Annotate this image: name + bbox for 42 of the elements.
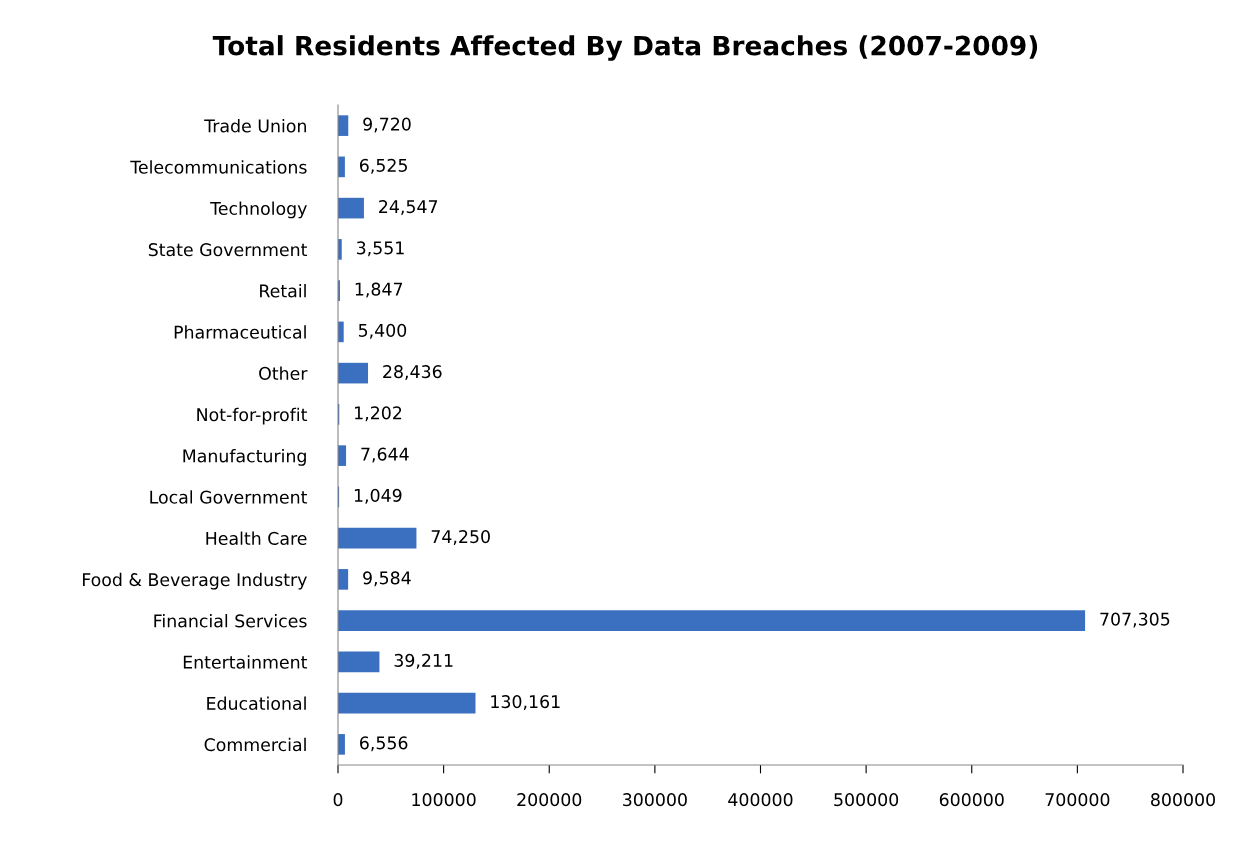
- y-tick-label: Health Care: [206, 531, 307, 545]
- x-tick-label: 700000: [1045, 793, 1110, 807]
- y-tick-label: Financial Services: [154, 614, 307, 628]
- y-tick-label: Retail: [260, 284, 306, 298]
- data-label: 1,202: [355, 406, 402, 422]
- y-tick-label: Pharmaceutical: [174, 325, 306, 339]
- data-label: 39,211: [394, 653, 453, 669]
- y-tick-label: Technology: [210, 201, 307, 219]
- y-tick-label: Entertainment: [183, 655, 308, 669]
- y-tick-label: Educational: [207, 696, 306, 710]
- data-label: 9,584: [363, 571, 411, 587]
- x-tick-label: 800000: [1151, 793, 1215, 807]
- y-tick-label: Other: [259, 366, 308, 380]
- y-tick-label: Food & Beverage Industry: [82, 572, 307, 590]
- y-tick-label: Commercial: [204, 737, 306, 752]
- y-tick-label: Local Government: [150, 490, 308, 504]
- x-tick-label: 500000: [834, 793, 899, 807]
- x-tick-label: 400000: [728, 793, 793, 807]
- data-label: 3,551: [356, 241, 404, 257]
- y-tick-label: Telecommunications: [130, 160, 307, 174]
- x-tick-label: 600000: [939, 793, 1004, 807]
- y-tick-label: Manufacturing: [183, 449, 306, 466]
- y-tick-label: Trade Union: [204, 119, 306, 133]
- data-label: 1,049: [354, 488, 402, 504]
- data-label: 6,525: [359, 158, 407, 174]
- data-label: 24,547: [379, 200, 438, 215]
- y-tick-label: Not-for-profit: [197, 407, 308, 425]
- data-label: 9,720: [363, 117, 411, 133]
- x-tick-label: 100000: [412, 793, 476, 807]
- data-label: 74,250: [431, 530, 490, 545]
- data-label: 130,161: [491, 695, 560, 710]
- y-tick-label: State Government: [148, 243, 308, 257]
- data-label: 28,436: [383, 365, 442, 380]
- x-tick-label: 200000: [517, 793, 582, 807]
- chart-title: Total Residents Affected By Data Breaches (2007-2009): [212, 35, 1038, 61]
- data-label: 707,305: [1100, 612, 1170, 628]
- data-label: 6,556: [360, 736, 408, 752]
- data-label: 5,400: [358, 323, 407, 339]
- data-label: 1,847: [355, 282, 403, 298]
- x-tick-label: 300000: [623, 793, 687, 807]
- x-tick-label: 0: [333, 793, 343, 807]
- data-label: 7,644: [361, 447, 409, 463]
